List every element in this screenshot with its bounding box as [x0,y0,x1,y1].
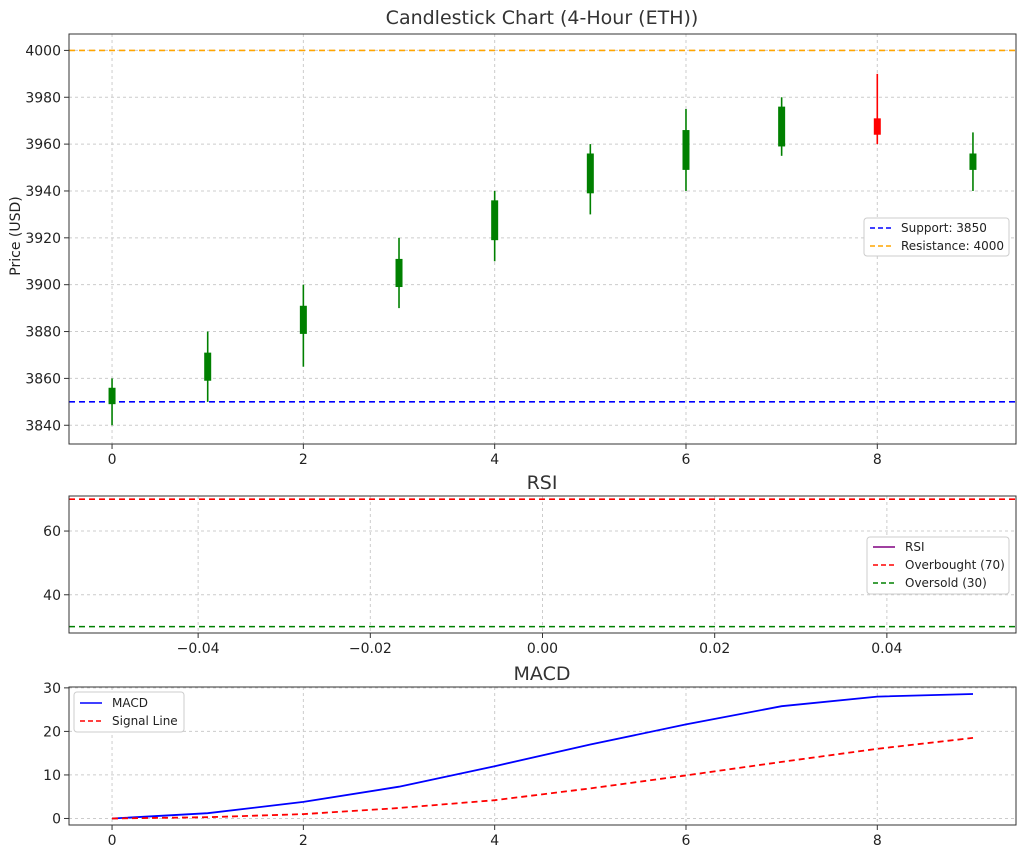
candle-body [299,305,307,334]
x-tick-label: 6 [682,833,691,849]
candle-body [204,352,212,381]
rsi-ticks: −0.04 −0.02 0.00 0.02 0.04 40 60 [43,524,902,657]
candle-body [395,258,403,288]
x-tick-label: 8 [873,833,882,849]
candle-body [491,200,499,241]
rsi-plot-frame [68,495,1017,634]
resistance-legend-label: Resistance: 4000 [901,239,1004,253]
candlestick-panel: Candlestick Chart (4-Hour (ETH)) Price (… [8,7,1017,468]
rsi-legend-label: RSI [905,540,925,554]
candlestick-legend: Support: 3850 Resistance: 4000 [863,217,1010,257]
overbought-legend-label: Overbought (70) [905,558,1005,572]
x-tick-label: 8 [873,452,882,468]
y-tick-label: 3940 [25,184,61,200]
x-tick-label: 0.00 [527,641,558,657]
candlestick-title: Candlestick Chart (4-Hour (ETH)) [386,7,699,29]
candlestick-plot-frame [68,33,1017,445]
rsi-title: RSI [527,472,558,494]
x-tick-label: 4 [490,833,499,849]
x-tick-label: 6 [682,452,691,468]
rsi-panel: RSI −0.04 −0.02 0.00 0.02 0.04 40 60 RSI Overb… [43,472,1017,657]
y-tick-label: 3960 [25,137,61,153]
macd-title: MACD [514,663,571,685]
oversold-legend-label: Oversold (30) [905,576,987,590]
rsi-legend-box [866,536,1010,595]
x-tick-label: 0.02 [699,641,730,657]
y-tick-label: 10 [43,768,61,784]
y-tick-label: 60 [43,524,61,540]
candlestick-reference-lines [69,49,1016,403]
y-tick-label: 3900 [25,278,61,294]
x-tick-label: 2 [299,833,308,849]
macd-plot-frame [68,686,1017,826]
series-line [111,693,974,820]
y-tick-label: 3920 [25,231,61,247]
macd-legend-label: MACD [112,696,148,710]
signal-legend-label: Signal Line [112,714,178,728]
y-tick-label: 40 [43,588,61,604]
candle-body [873,118,881,135]
rsi-legend: RSI Overbought (70) Oversold (30) [866,536,1010,595]
y-tick-label: 3840 [25,418,61,434]
support-legend-label: Support: 3850 [901,221,987,235]
candlestick-grid [69,34,1016,444]
candle-body [969,153,977,170]
x-tick-label: 0 [108,452,117,468]
series-line [111,737,974,820]
y-tick-label: 3980 [25,90,61,106]
candle-body [682,130,690,170]
x-tick-label: 4 [490,452,499,468]
macd-legend: MACD Signal Line [73,691,185,733]
price-axis-label: Price (USD) [8,196,24,275]
y-tick-label: 0 [52,811,61,827]
macd-legend-box [73,691,185,733]
candle-body [778,106,786,147]
y-tick-label: 20 [43,724,61,740]
rsi-reference-lines [69,498,1016,628]
y-tick-label: 3880 [25,325,61,341]
x-tick-label: −0.02 [349,641,392,657]
y-tick-label: 3860 [25,371,61,387]
x-tick-label: 2 [299,452,308,468]
candlestick-ticks: 0 2 4 6 8 3840 3860 3880 3900 3920 3940 3960 3980 400… [25,43,881,468]
x-tick-label: −0.04 [177,641,220,657]
macd-series [111,693,974,820]
candlestick-legend-box [863,217,1010,257]
x-tick-label: 0.04 [871,641,902,657]
y-tick-label: 30 [43,681,61,697]
candle-body [586,153,594,194]
candle-body [108,387,116,405]
candles [108,73,977,426]
macd-ticks: 0 2 4 6 8 0 10 20 30 [43,681,882,849]
y-tick-label: 4000 [25,43,61,59]
x-tick-label: 0 [108,833,117,849]
macd-panel: MACD 0 2 4 6 8 0 10 20 30 MACD Signal Line [43,663,1017,849]
